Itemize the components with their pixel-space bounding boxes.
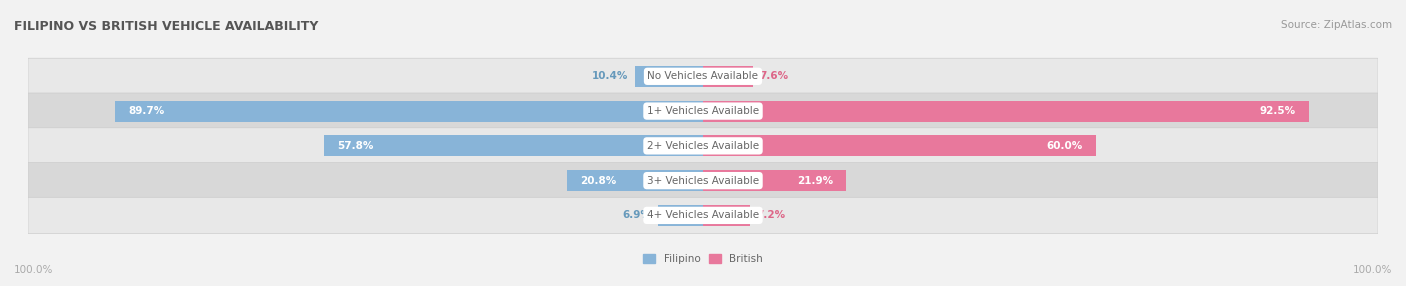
Text: 4+ Vehicles Available: 4+ Vehicles Available — [647, 210, 759, 221]
Text: 89.7%: 89.7% — [128, 106, 165, 116]
Text: No Vehicles Available: No Vehicles Available — [648, 71, 758, 81]
Text: 3+ Vehicles Available: 3+ Vehicles Available — [647, 176, 759, 186]
Text: 100.0%: 100.0% — [14, 265, 53, 275]
Bar — [703, 66, 752, 87]
Text: FILIPINO VS BRITISH VEHICLE AVAILABILITY: FILIPINO VS BRITISH VEHICLE AVAILABILITY — [14, 20, 318, 33]
Text: 1+ Vehicles Available: 1+ Vehicles Available — [647, 106, 759, 116]
Text: 10.4%: 10.4% — [592, 71, 628, 81]
FancyBboxPatch shape — [28, 128, 1378, 164]
Bar — [658, 205, 703, 226]
Text: 7.6%: 7.6% — [759, 71, 789, 81]
Text: 6.9%: 6.9% — [623, 210, 651, 221]
Text: 92.5%: 92.5% — [1260, 106, 1296, 116]
Text: 57.8%: 57.8% — [337, 141, 374, 151]
Text: 60.0%: 60.0% — [1047, 141, 1083, 151]
FancyBboxPatch shape — [28, 197, 1378, 233]
Text: 21.9%: 21.9% — [797, 176, 834, 186]
Text: 20.8%: 20.8% — [579, 176, 616, 186]
FancyBboxPatch shape — [28, 162, 1378, 199]
Text: 2+ Vehicles Available: 2+ Vehicles Available — [647, 141, 759, 151]
Bar — [703, 170, 846, 191]
Text: Source: ZipAtlas.com: Source: ZipAtlas.com — [1281, 20, 1392, 30]
Bar — [703, 205, 751, 226]
Legend: Filipino, British: Filipino, British — [638, 250, 768, 268]
FancyBboxPatch shape — [28, 58, 1378, 94]
Bar — [636, 66, 703, 87]
Bar — [567, 170, 703, 191]
Bar — [703, 136, 1097, 156]
Bar — [325, 136, 703, 156]
Text: 7.2%: 7.2% — [756, 210, 786, 221]
Bar — [115, 101, 703, 122]
Text: 100.0%: 100.0% — [1353, 265, 1392, 275]
Bar — [703, 101, 1309, 122]
FancyBboxPatch shape — [28, 93, 1378, 129]
